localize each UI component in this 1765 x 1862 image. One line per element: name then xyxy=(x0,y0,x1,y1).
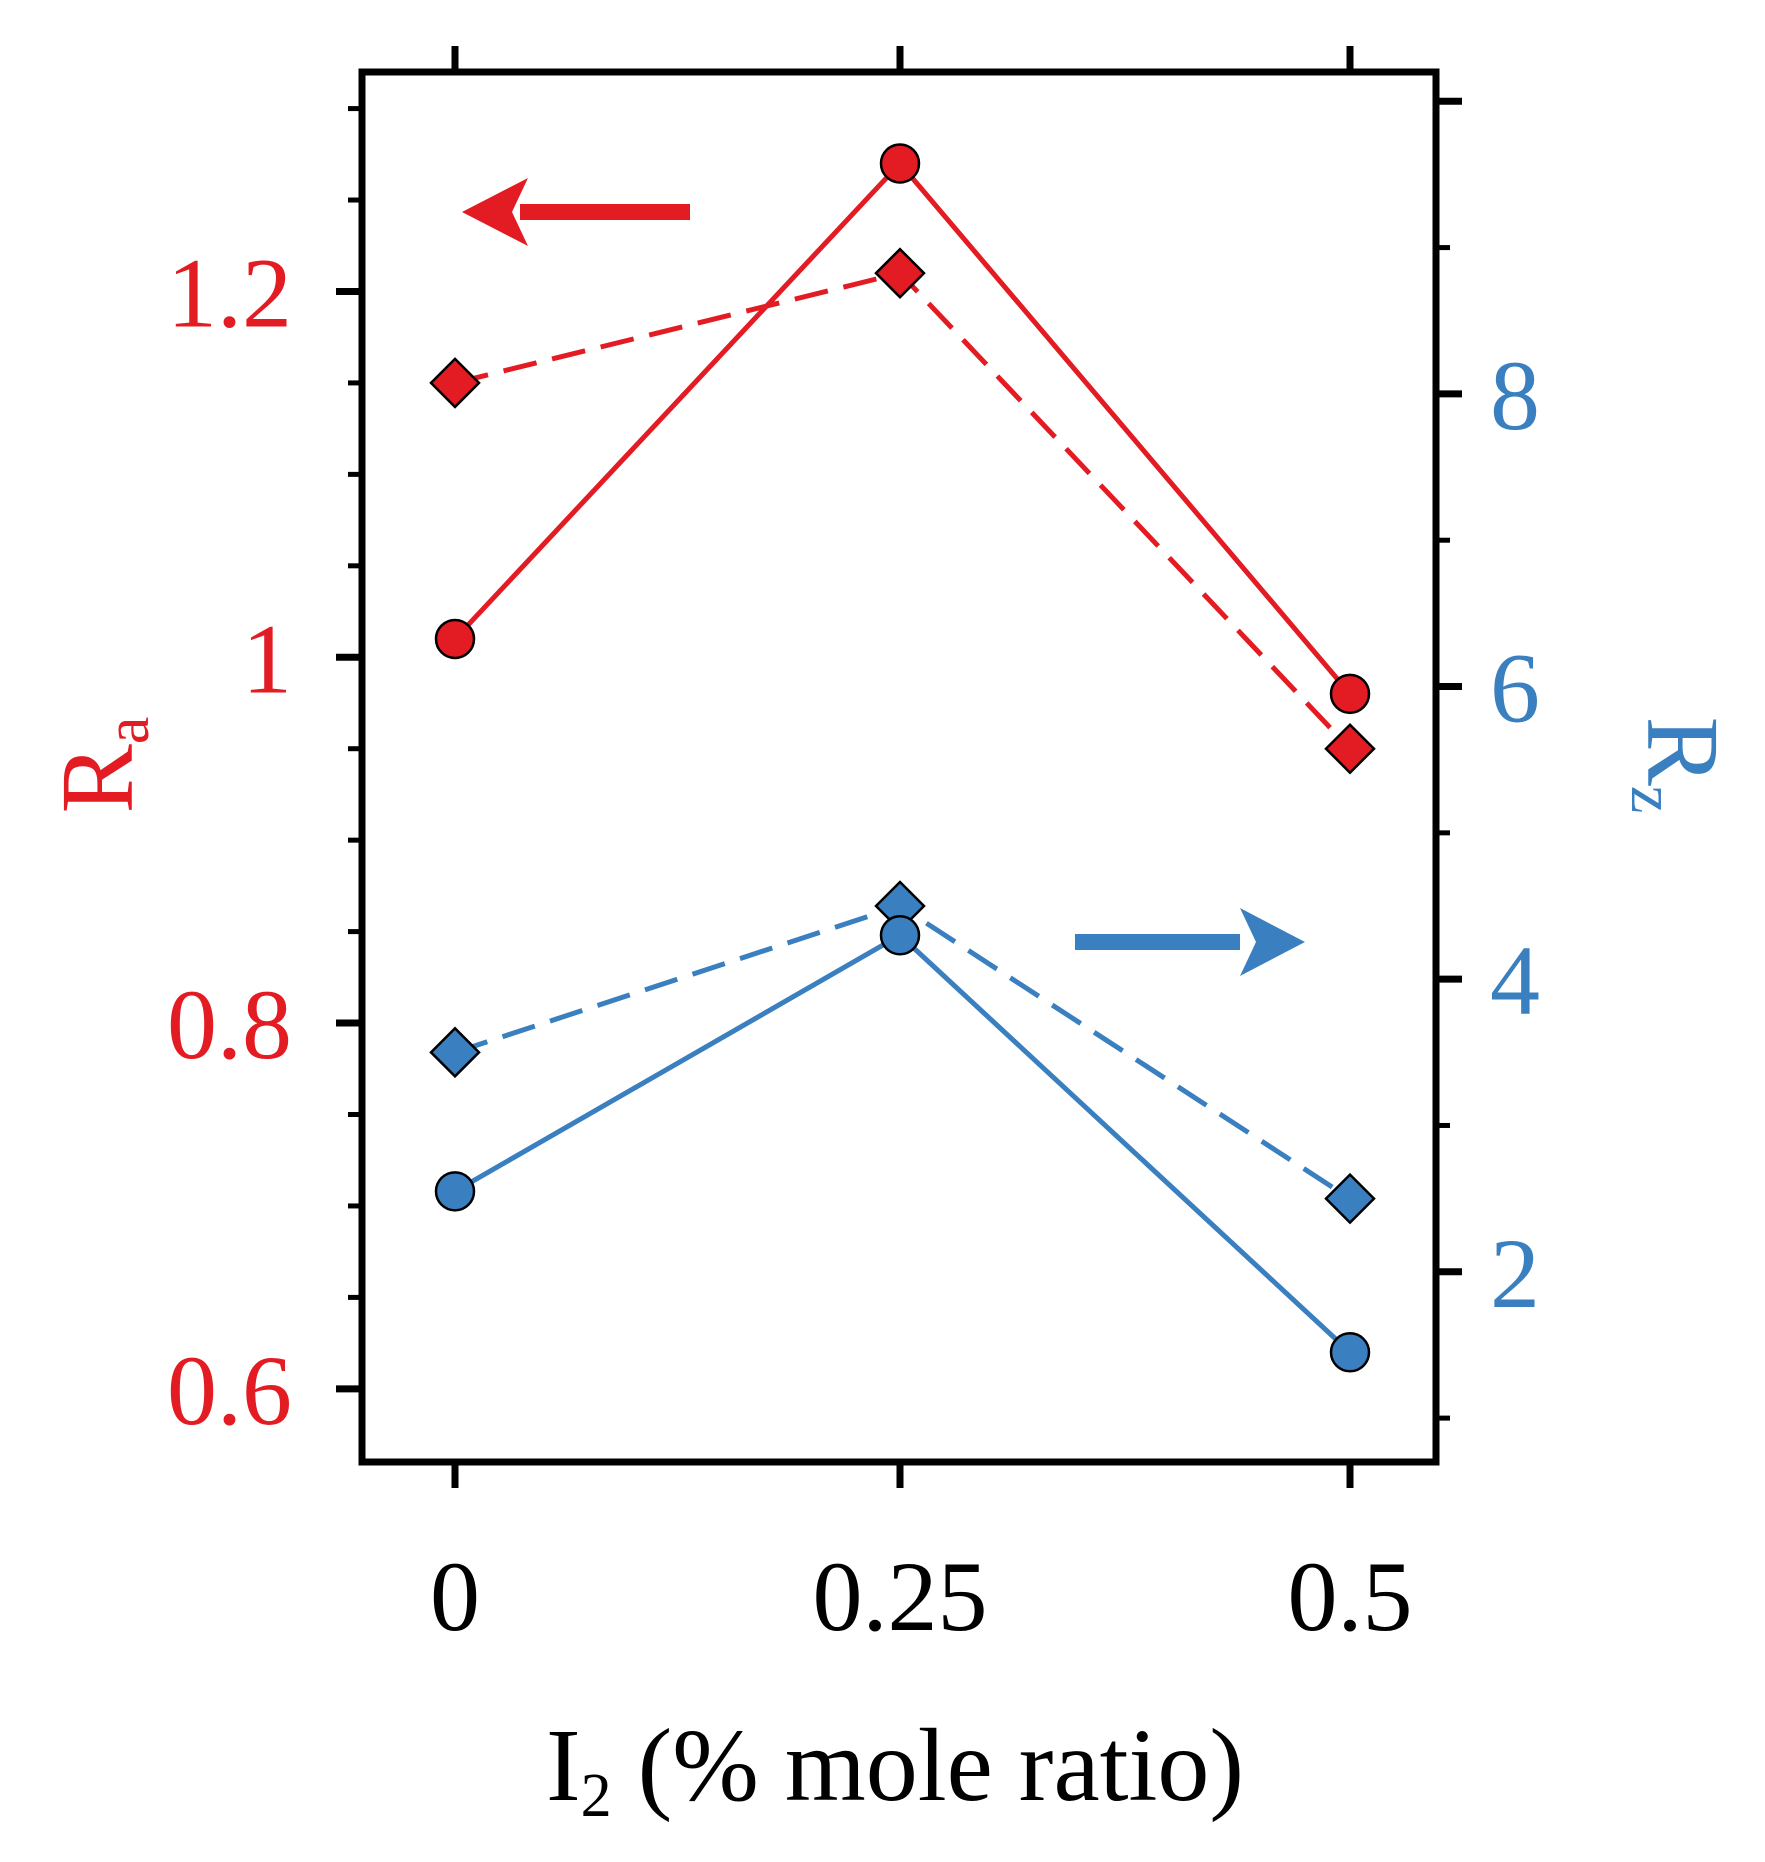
x-tick-label: 0.25 xyxy=(813,1541,988,1652)
y-left-axis-title: Ra xyxy=(40,717,162,814)
marker-diamond-Rz-diamond xyxy=(429,1026,481,1079)
x-title-sub: 2 xyxy=(581,1762,612,1830)
markers-layer xyxy=(429,143,1376,1373)
marker-circle-Rz-circle xyxy=(879,915,921,956)
right-arrow-head xyxy=(1240,908,1305,976)
marker-diamond-Rz-diamond xyxy=(1324,1172,1376,1225)
y-left-title-sub: a xyxy=(94,717,162,745)
series-line-Ra-circle xyxy=(453,159,1352,696)
y-right-axis-title: Rz xyxy=(1618,717,1740,814)
marker-circle-Ra-circle xyxy=(879,143,921,184)
series-line-Rz-circle xyxy=(453,932,1352,1355)
y-left-tick-label: 0.8 xyxy=(167,969,292,1080)
y-right-title-sub: z xyxy=(1618,786,1686,814)
marker-diamond-Ra-diamond xyxy=(1324,722,1376,775)
series-line-Ra-diamond xyxy=(454,270,1352,751)
marker-circle-Rz-circle xyxy=(434,1171,476,1212)
arrows-layer xyxy=(462,178,1305,976)
x-tick-label: 0 xyxy=(430,1541,480,1652)
marker-diamond-Ra-diamond xyxy=(874,247,926,299)
y-right-tick-label: 2 xyxy=(1490,1218,1540,1329)
ticks-layer xyxy=(336,46,1462,1488)
marker-circle-Ra-circle xyxy=(1329,673,1371,715)
marker-circle-Ra-circle xyxy=(434,618,476,660)
x-tick-label: 0.5 xyxy=(1288,1541,1413,1652)
x-title-main: I xyxy=(546,1708,581,1823)
y-left-tick-label: 1.2 xyxy=(167,237,292,348)
left-arrow-head xyxy=(462,178,528,246)
y-left-tick-label: 1 xyxy=(242,603,292,714)
x-title-rest: (% mole ratio) xyxy=(612,1708,1244,1823)
y-left-title-main: R xyxy=(40,743,155,813)
x-axis-title: I2 (% mole ratio) xyxy=(546,1708,1244,1830)
marker-diamond-Ra-diamond xyxy=(429,357,481,409)
y-right-title-main: R xyxy=(1625,717,1740,787)
y-left-tick-label: 0.6 xyxy=(167,1335,292,1446)
series-layer xyxy=(453,159,1352,1355)
y-right-tick-label: 4 xyxy=(1490,925,1540,1036)
y-right-tick-label: 6 xyxy=(1490,633,1540,744)
y-right-tick-label: 8 xyxy=(1490,340,1540,451)
marker-circle-Rz-circle xyxy=(1329,1332,1371,1373)
